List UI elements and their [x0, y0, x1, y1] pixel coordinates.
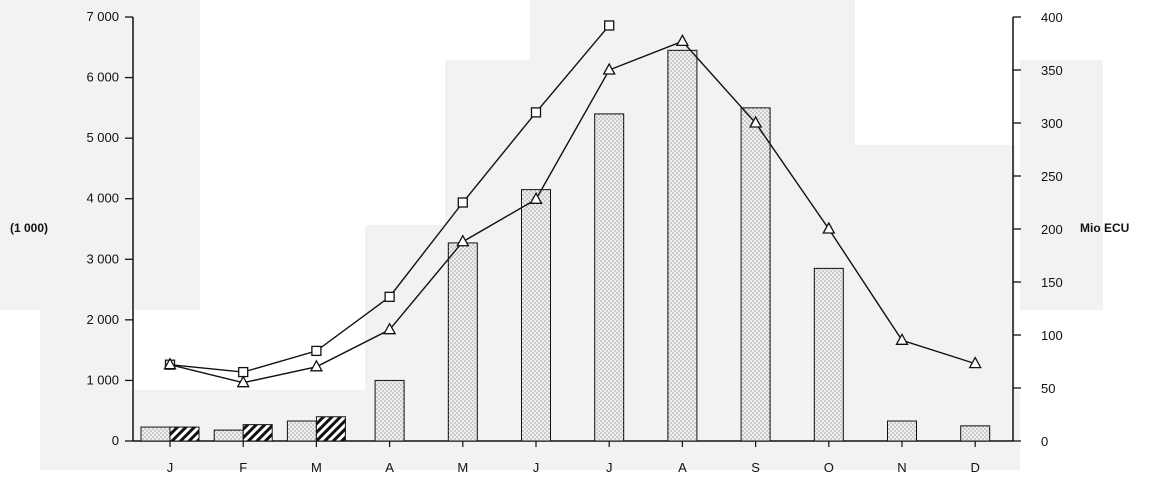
- bar-hatched: [315, 416, 346, 442]
- square-marker: [311, 345, 322, 357]
- left-tick-label: 3 000: [86, 251, 119, 266]
- triangle-marker: [309, 359, 323, 372]
- square-marker: [530, 107, 542, 118]
- x-tick-label: D: [971, 460, 980, 475]
- background-shading: [0, 0, 1103, 470]
- right-tick-label: 400: [1041, 10, 1063, 25]
- triangle-marker: [383, 322, 397, 335]
- bar-dotted: [140, 426, 171, 442]
- x-tick-label: J: [167, 460, 174, 475]
- right-tick-label: 100: [1041, 328, 1063, 343]
- left-tick-label: 1 000: [86, 372, 119, 387]
- right-tick-label: 0: [1041, 434, 1048, 449]
- bar-dotted: [374, 379, 405, 442]
- bar-hatched: [169, 426, 200, 442]
- bar-dotted: [887, 420, 917, 442]
- bg-block: [855, 145, 1015, 465]
- right-tick-label: 300: [1041, 116, 1063, 131]
- x-tick-label: M: [457, 460, 468, 475]
- bar-dotted: [213, 429, 244, 442]
- triangle-marker: [456, 234, 470, 247]
- x-tick-label: J: [533, 460, 540, 475]
- right-tick-label: 350: [1041, 63, 1063, 78]
- labels: (1 000) Mio ECU: [10, 221, 1129, 235]
- x-tick-label: J: [606, 460, 613, 475]
- left-tick-label: 7 000: [86, 9, 119, 24]
- right-axis-label: Mio ECU: [1080, 221, 1129, 235]
- square-marker: [384, 291, 395, 302]
- bar-dotted: [447, 242, 478, 442]
- x-tick-label: A: [385, 460, 394, 475]
- triangle-marker: [163, 357, 177, 370]
- left-tick-label: 2 000: [86, 312, 119, 327]
- bar-dotted: [960, 425, 991, 442]
- bars: [140, 49, 991, 442]
- right-tick-label: 150: [1041, 275, 1063, 290]
- bg-block: [1020, 60, 1103, 310]
- triangle-marker: [236, 375, 250, 388]
- bar-dotted: [740, 107, 771, 442]
- triangle-marker: [602, 62, 616, 75]
- x-tick-label: N: [897, 460, 906, 475]
- square-marker: [604, 20, 615, 31]
- bar-dotted: [667, 49, 698, 442]
- right-tick-label: 250: [1041, 169, 1063, 184]
- left-tick-label: 6 000: [86, 70, 119, 85]
- x-tick-label: O: [824, 460, 834, 475]
- square-marker: [457, 197, 468, 208]
- axes: 0 1 000 2 000 3 000 4 000 5 000 6 000 7 000 0 50 1…: [86, 9, 1062, 475]
- right-tick-label: 50: [1041, 381, 1055, 396]
- bar-dotted: [286, 420, 317, 442]
- left-tick-label: 4 000: [86, 191, 119, 206]
- bar-dotted: [594, 113, 625, 442]
- bar-hatched: [242, 424, 273, 442]
- right-tick-label: 200: [1041, 222, 1063, 237]
- bg-block: [0, 60, 40, 310]
- left-tick-label: 5 000: [86, 130, 119, 145]
- triangle-marker: [968, 356, 982, 369]
- left-axis-label: (1 000): [10, 221, 48, 235]
- lines: [163, 20, 982, 388]
- bar-dotted: [521, 189, 551, 442]
- square-marker: [238, 366, 249, 378]
- bg-block: [40, 310, 130, 470]
- x-tick-label: F: [239, 460, 247, 475]
- left-tick-label: 0: [112, 433, 119, 448]
- x-tick-label: A: [678, 460, 687, 475]
- line-triangle-series: [169, 40, 976, 384]
- x-tick-label: M: [311, 460, 322, 475]
- triangle-marker: [822, 221, 836, 234]
- triangle-marker: [675, 34, 689, 47]
- bar-dotted: [813, 267, 844, 442]
- triangle-marker: [895, 332, 909, 345]
- triangle-marker: [749, 115, 763, 128]
- triangle-marker: [529, 191, 543, 204]
- x-tick-label: S: [751, 460, 760, 475]
